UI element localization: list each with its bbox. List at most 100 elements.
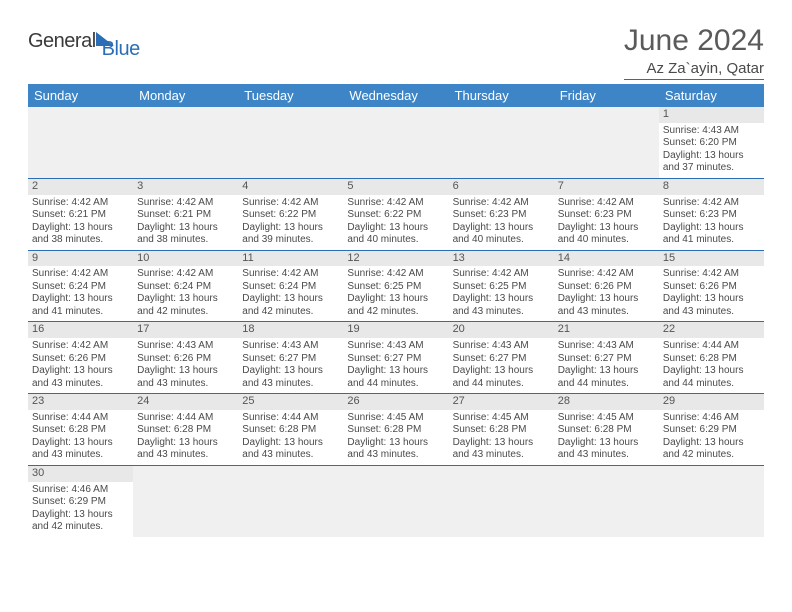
logo: General Blue — [28, 24, 140, 53]
calendar-week-row: 1Sunrise: 4:43 AMSunset: 6:20 PMDaylight… — [28, 107, 764, 178]
day-info: Sunrise: 4:46 AMSunset: 6:29 PMDaylight:… — [32, 484, 129, 534]
sunrise-text: Sunrise: 4:42 AM — [347, 197, 444, 210]
daylight-text: Daylight: 13 hours and 43 minutes. — [242, 365, 339, 390]
day-number: 29 — [659, 394, 764, 410]
day-number: 19 — [343, 322, 448, 338]
day-number: 7 — [554, 179, 659, 195]
day-info: Sunrise: 4:42 AMSunset: 6:24 PMDaylight:… — [242, 268, 339, 318]
calendar-day-cell: 27Sunrise: 4:45 AMSunset: 6:28 PMDayligh… — [449, 394, 554, 466]
sunset-text: Sunset: 6:23 PM — [558, 209, 655, 222]
sunrise-text: Sunrise: 4:43 AM — [453, 340, 550, 353]
day-number: 14 — [554, 251, 659, 267]
calendar-day-cell: 7Sunrise: 4:42 AMSunset: 6:23 PMDaylight… — [554, 178, 659, 250]
day-info: Sunrise: 4:42 AMSunset: 6:21 PMDaylight:… — [137, 197, 234, 247]
day-number: 18 — [238, 322, 343, 338]
sunrise-text: Sunrise: 4:43 AM — [137, 340, 234, 353]
calendar-day-cell: 6Sunrise: 4:42 AMSunset: 6:23 PMDaylight… — [449, 178, 554, 250]
calendar-day-cell — [449, 465, 554, 536]
calendar-day-cell — [554, 107, 659, 178]
header: General Blue June 2024 Az Za`ayin, Qatar — [28, 24, 764, 80]
day-number: 5 — [343, 179, 448, 195]
day-number: 22 — [659, 322, 764, 338]
sunset-text: Sunset: 6:22 PM — [347, 209, 444, 222]
day-info: Sunrise: 4:45 AMSunset: 6:28 PMDaylight:… — [558, 412, 655, 462]
logo-text-blue: Blue — [102, 38, 140, 61]
title-block: June 2024 Az Za`ayin, Qatar — [624, 24, 764, 80]
day-info: Sunrise: 4:42 AMSunset: 6:24 PMDaylight:… — [137, 268, 234, 318]
day-info: Sunrise: 4:43 AMSunset: 6:26 PMDaylight:… — [137, 340, 234, 390]
day-info: Sunrise: 4:42 AMSunset: 6:22 PMDaylight:… — [242, 197, 339, 247]
sunrise-text: Sunrise: 4:42 AM — [242, 268, 339, 281]
calendar-day-cell: 30Sunrise: 4:46 AMSunset: 6:29 PMDayligh… — [28, 465, 133, 536]
calendar-day-cell: 8 Sunrise: 4:42 AMSunset: 6:23 PMDaylight… — [659, 178, 764, 250]
calendar-day-cell: 21Sunrise: 4:43 AMSunset: 6:27 PMDayligh… — [554, 322, 659, 394]
sunset-text: Sunset: 6:27 PM — [347, 353, 444, 366]
sunset-text: Sunset: 6:28 PM — [347, 424, 444, 437]
sunset-text: Sunset: 6:28 PM — [32, 424, 129, 437]
calendar-day-cell: 22Sunrise: 4:44 AMSunset: 6:28 PMDayligh… — [659, 322, 764, 394]
calendar-day-cell: 26Sunrise: 4:45 AMSunset: 6:28 PMDayligh… — [343, 394, 448, 466]
daylight-text: Daylight: 13 hours and 37 minutes. — [663, 150, 760, 175]
day-number: 25 — [238, 394, 343, 410]
sunrise-text: Sunrise: 4:45 AM — [347, 412, 444, 425]
weekday-header-row: Sunday Monday Tuesday Wednesday Thursday… — [28, 84, 764, 107]
calendar-day-cell: 13Sunrise: 4:42 AMSunset: 6:25 PMDayligh… — [449, 250, 554, 322]
calendar-day-cell: 17Sunrise: 4:43 AMSunset: 6:26 PMDayligh… — [133, 322, 238, 394]
calendar-week-row: 9Sunrise: 4:42 AMSunset: 6:24 PMDaylight… — [28, 250, 764, 322]
page-title: June 2024 — [624, 24, 764, 58]
day-number: 9 — [28, 251, 133, 267]
calendar-day-cell: 20Sunrise: 4:43 AMSunset: 6:27 PMDayligh… — [449, 322, 554, 394]
day-info: Sunrise: 4:42 AMSunset: 6:25 PMDaylight:… — [453, 268, 550, 318]
day-number: 12 — [343, 251, 448, 267]
sunrise-text: Sunrise: 4:42 AM — [137, 268, 234, 281]
day-number: 16 — [28, 322, 133, 338]
day-info: Sunrise: 4:42 AMSunset: 6:26 PMDaylight:… — [663, 268, 760, 318]
sunrise-text: Sunrise: 4:42 AM — [663, 268, 760, 281]
calendar-day-cell — [238, 465, 343, 536]
daylight-text: Daylight: 13 hours and 40 minutes. — [347, 222, 444, 247]
col-saturday: Saturday — [659, 84, 764, 107]
calendar-day-cell: 15Sunrise: 4:42 AMSunset: 6:26 PMDayligh… — [659, 250, 764, 322]
calendar-day-cell: 16Sunrise: 4:42 AMSunset: 6:26 PMDayligh… — [28, 322, 133, 394]
day-number: 28 — [554, 394, 659, 410]
sunrise-text: Sunrise: 4:44 AM — [663, 340, 760, 353]
sunrise-text: Sunrise: 4:43 AM — [663, 125, 760, 138]
day-number: 8 — [659, 179, 764, 195]
sunset-text: Sunset: 6:27 PM — [453, 353, 550, 366]
day-number: 4 — [238, 179, 343, 195]
daylight-text: Daylight: 13 hours and 39 minutes. — [242, 222, 339, 247]
calendar-week-row: 23Sunrise: 4:44 AMSunset: 6:28 PMDayligh… — [28, 394, 764, 466]
day-info: Sunrise: 4:42 AMSunset: 6:23 PMDaylight:… — [663, 197, 760, 247]
day-number: 6 — [449, 179, 554, 195]
sunrise-text: Sunrise: 4:46 AM — [32, 484, 129, 497]
calendar-day-cell: 29Sunrise: 4:46 AMSunset: 6:29 PMDayligh… — [659, 394, 764, 466]
daylight-text: Daylight: 13 hours and 42 minutes. — [663, 437, 760, 462]
daylight-text: Daylight: 13 hours and 41 minutes. — [32, 293, 129, 318]
calendar-week-row: 30Sunrise: 4:46 AMSunset: 6:29 PMDayligh… — [28, 465, 764, 536]
sunset-text: Sunset: 6:28 PM — [242, 424, 339, 437]
calendar-day-cell: 23Sunrise: 4:44 AMSunset: 6:28 PMDayligh… — [28, 394, 133, 466]
day-number: 24 — [133, 394, 238, 410]
calendar-day-cell: 5 Sunrise: 4:42 AMSunset: 6:22 PMDaylight… — [343, 178, 448, 250]
day-info: Sunrise: 4:43 AMSunset: 6:27 PMDaylight:… — [558, 340, 655, 390]
sunrise-text: Sunrise: 4:42 AM — [32, 268, 129, 281]
sunrise-text: Sunrise: 4:45 AM — [453, 412, 550, 425]
calendar-day-cell — [449, 107, 554, 178]
calendar-day-cell — [28, 107, 133, 178]
sunrise-text: Sunrise: 4:44 AM — [137, 412, 234, 425]
daylight-text: Daylight: 13 hours and 38 minutes. — [32, 222, 129, 247]
sunrise-text: Sunrise: 4:42 AM — [558, 197, 655, 210]
sunrise-text: Sunrise: 4:42 AM — [347, 268, 444, 281]
calendar-day-cell: 25Sunrise: 4:44 AMSunset: 6:28 PMDayligh… — [238, 394, 343, 466]
daylight-text: Daylight: 13 hours and 43 minutes. — [137, 365, 234, 390]
calendar-day-cell: 28 Sunrise: 4:45 AMSunset: 6:28 PMDayligh… — [554, 394, 659, 466]
sunset-text: Sunset: 6:28 PM — [453, 424, 550, 437]
sunset-text: Sunset: 6:29 PM — [32, 496, 129, 509]
sunset-text: Sunset: 6:28 PM — [663, 353, 760, 366]
col-friday: Friday — [554, 84, 659, 107]
daylight-text: Daylight: 13 hours and 42 minutes. — [347, 293, 444, 318]
sunset-text: Sunset: 6:27 PM — [558, 353, 655, 366]
daylight-text: Daylight: 13 hours and 44 minutes. — [453, 365, 550, 390]
day-number: 1 — [659, 107, 764, 123]
daylight-text: Daylight: 13 hours and 42 minutes. — [242, 293, 339, 318]
